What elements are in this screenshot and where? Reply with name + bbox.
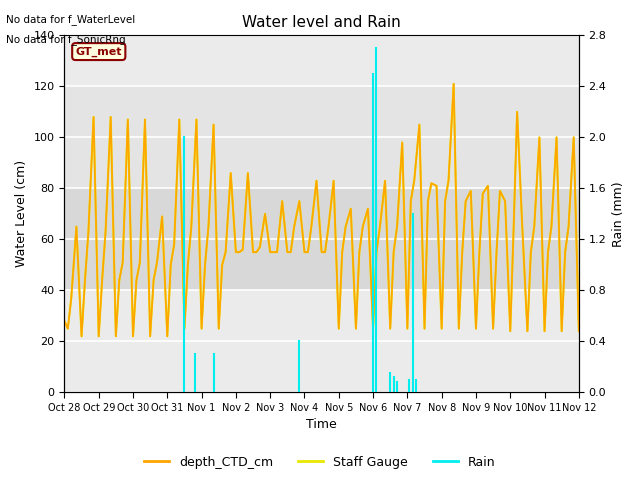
Staff Gauge: [575, 328, 582, 334]
Staff Gauge: [548, 224, 556, 229]
depth_CTD_cm: [410, 178, 418, 184]
depth_CTD_cm: [77, 334, 85, 339]
depth_CTD_cm: [548, 224, 556, 229]
Staff Gauge: [77, 334, 85, 339]
Bar: [65, 86, 579, 188]
Legend: depth_CTD_cm, Staff Gauge, Rain: depth_CTD_cm, Staff Gauge, Rain: [140, 451, 500, 474]
depth_CTD_cm: [387, 326, 394, 332]
depth_CTD_cm: [284, 249, 291, 255]
depth_CTD_cm: [61, 318, 68, 324]
Text: No data for f_WaterLevel: No data for f_WaterLevel: [6, 14, 136, 25]
Title: Water level and Rain: Water level and Rain: [243, 15, 401, 30]
depth_CTD_cm: [575, 328, 582, 334]
depth_CTD_cm: [184, 262, 192, 268]
Staff Gauge: [61, 318, 68, 324]
depth_CTD_cm: [115, 277, 123, 283]
Staff Gauge: [115, 277, 123, 283]
depth_CTD_cm: [450, 81, 458, 87]
Text: GT_met: GT_met: [76, 47, 122, 57]
Line: depth_CTD_cm: depth_CTD_cm: [65, 84, 579, 336]
Staff Gauge: [410, 178, 418, 184]
Bar: [65, 188, 579, 290]
Line: Staff Gauge: Staff Gauge: [65, 84, 579, 336]
Y-axis label: Water Level (cm): Water Level (cm): [15, 160, 28, 267]
Staff Gauge: [387, 326, 394, 332]
Staff Gauge: [184, 262, 192, 268]
Text: No data for f_SonicRng: No data for f_SonicRng: [6, 34, 126, 45]
Staff Gauge: [450, 81, 458, 87]
X-axis label: Time: Time: [307, 419, 337, 432]
Y-axis label: Rain (mm): Rain (mm): [612, 181, 625, 247]
Staff Gauge: [284, 249, 291, 255]
